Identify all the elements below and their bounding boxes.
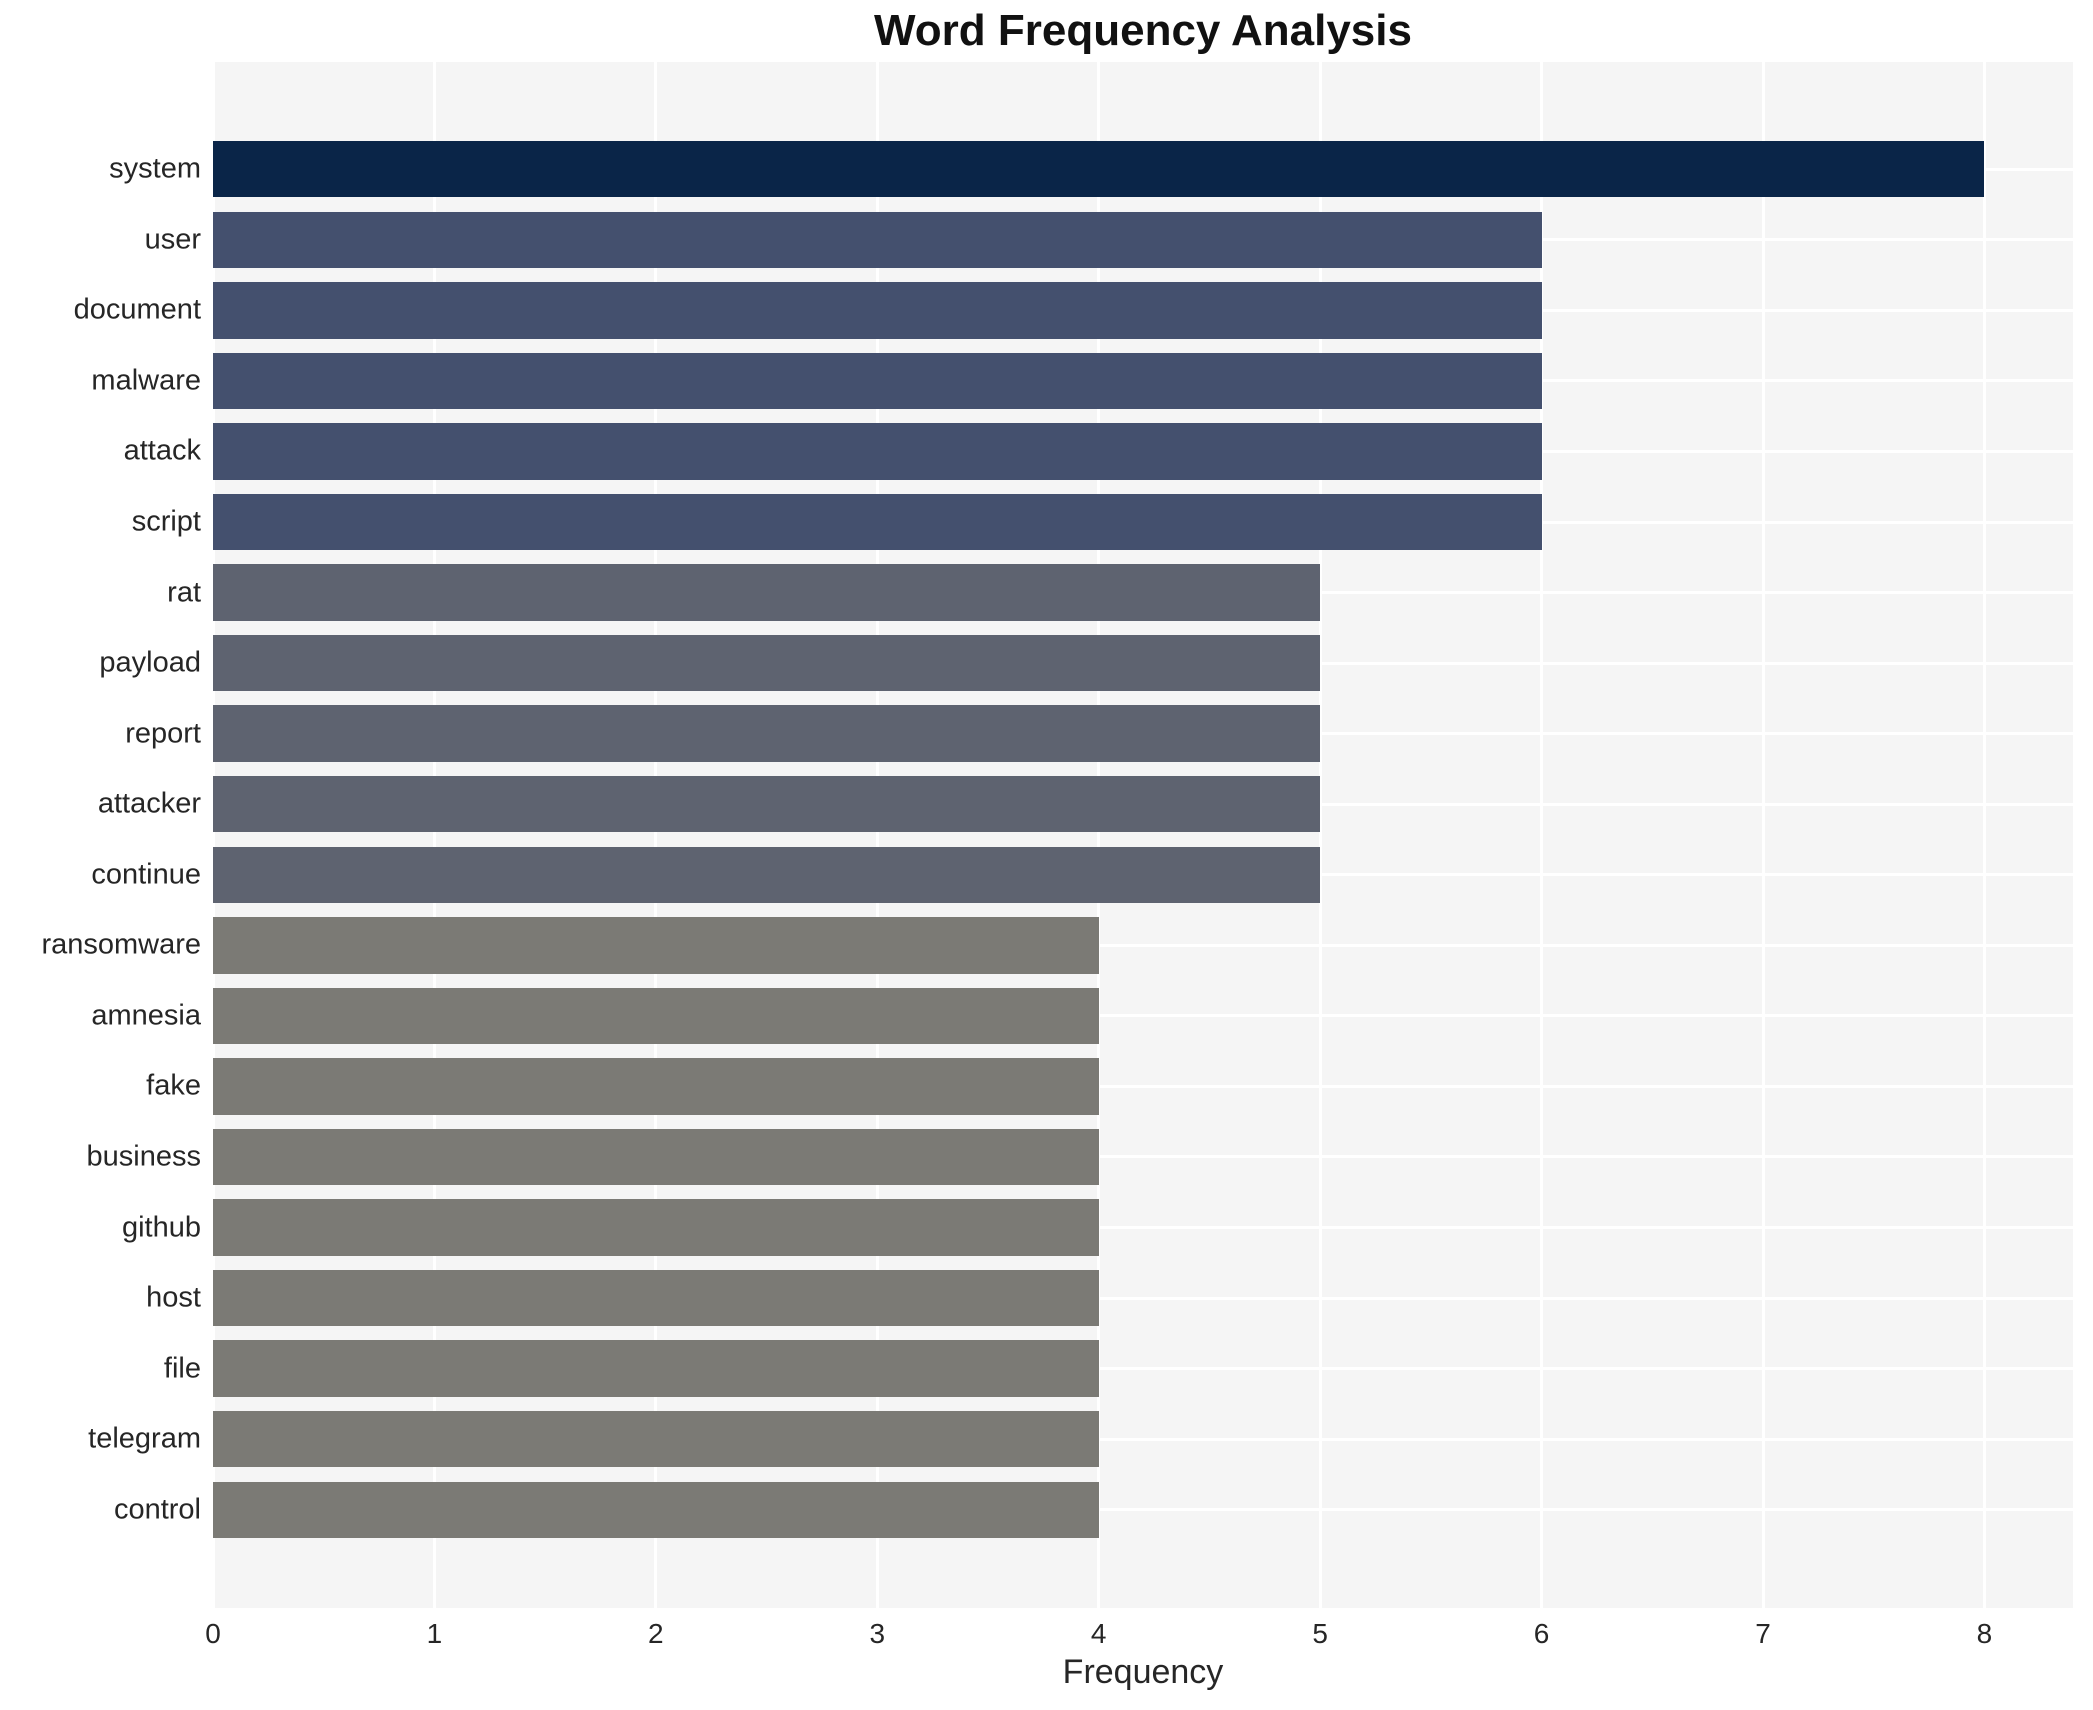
- category-label-file: file: [163, 1352, 201, 1385]
- x-gridline: [1318, 62, 1322, 1608]
- category-label-rat: rat: [167, 576, 201, 609]
- category-label-telegram: telegram: [88, 1422, 201, 1455]
- x-gridline: [432, 62, 436, 1608]
- bar-payload: [213, 634, 1321, 692]
- bar-attacker: [213, 776, 1321, 833]
- bar-host: [213, 1269, 1099, 1327]
- category-label-amnesia: amnesia: [91, 999, 201, 1032]
- x-gridline: [1761, 62, 1765, 1608]
- x-axis-tick-labels: 0 1 2 3 4 5 6 7 8: [205, 1618, 2073, 1660]
- x-gridline: [875, 62, 879, 1608]
- y-gridline: [213, 1014, 2073, 1018]
- bar-system: [213, 141, 1985, 198]
- chart-title: Word Frequency Analysis: [874, 6, 1412, 55]
- category-label-malware: malware: [91, 364, 201, 397]
- x-tick-label-2: 2: [648, 1618, 664, 1649]
- y-gridline: [213, 1296, 2073, 1300]
- x-gridline: [1982, 62, 1986, 1608]
- category-label-continue: continue: [91, 858, 201, 891]
- category-label-user: user: [144, 223, 201, 256]
- bar-document: [213, 282, 1542, 339]
- x-gridline: [654, 62, 658, 1608]
- category-label-ransomware: ransomware: [41, 928, 201, 961]
- x-tick-label-4: 4: [1090, 1618, 1107, 1649]
- y-axis-category-labels: system user document malware attack script rat…: [0, 62, 201, 1608]
- x-tick-label-5: 5: [1312, 1618, 1328, 1649]
- category-label-attack: attack: [123, 434, 201, 467]
- x-tick-label-8: 8: [1976, 1618, 1993, 1649]
- bar-telegram: [213, 1410, 1099, 1468]
- y-gridline: [213, 943, 2073, 947]
- bar-report: [213, 705, 1321, 762]
- x-tick-label-1: 1: [426, 1618, 443, 1649]
- y-gridline: [213, 1226, 2073, 1230]
- y-gridline: [213, 1155, 2073, 1159]
- category-label-script: script: [131, 505, 201, 538]
- bar-rat: [213, 564, 1321, 621]
- bar-continue: [213, 846, 1321, 903]
- x-tick-label-0: 0: [205, 1618, 221, 1649]
- x-axis-title: Frequency: [1062, 1653, 1224, 1691]
- bar-user: [213, 211, 1542, 269]
- y-gridline: [213, 1084, 2073, 1088]
- x-gridline: [211, 62, 215, 1608]
- category-label-system: system: [109, 152, 201, 185]
- y-gridline: [213, 1367, 2073, 1371]
- bar-business: [213, 1128, 1099, 1186]
- x-gridline: [1097, 62, 1101, 1608]
- category-label-github: github: [121, 1211, 201, 1244]
- bar-fake: [213, 1058, 1099, 1115]
- y-gridline: [213, 1508, 2073, 1512]
- category-label-control: control: [113, 1493, 201, 1526]
- x-gridline: [1540, 62, 1544, 1608]
- bar-ransomware: [213, 917, 1099, 974]
- category-label-business: business: [86, 1140, 201, 1173]
- category-label-attacker: attacker: [97, 787, 201, 820]
- bar-script: [213, 493, 1542, 551]
- x-tick-label-6: 6: [1533, 1618, 1550, 1649]
- bar-control: [213, 1481, 1099, 1538]
- bar-file: [213, 1340, 1099, 1397]
- y-gridline: [213, 1437, 2073, 1441]
- bar-github: [213, 1199, 1099, 1256]
- bar-attack: [213, 423, 1542, 480]
- plot-area: [211, 62, 2073, 1608]
- category-label-report: report: [125, 717, 201, 750]
- category-label-document: document: [73, 293, 201, 326]
- bar-malware: [213, 352, 1542, 410]
- x-tick-label-7: 7: [1755, 1618, 1771, 1649]
- category-label-host: host: [146, 1281, 201, 1314]
- x-tick-label-3: 3: [869, 1618, 886, 1649]
- bar-amnesia: [213, 987, 1099, 1045]
- category-label-payload: payload: [99, 646, 201, 679]
- category-label-fake: fake: [146, 1069, 201, 1102]
